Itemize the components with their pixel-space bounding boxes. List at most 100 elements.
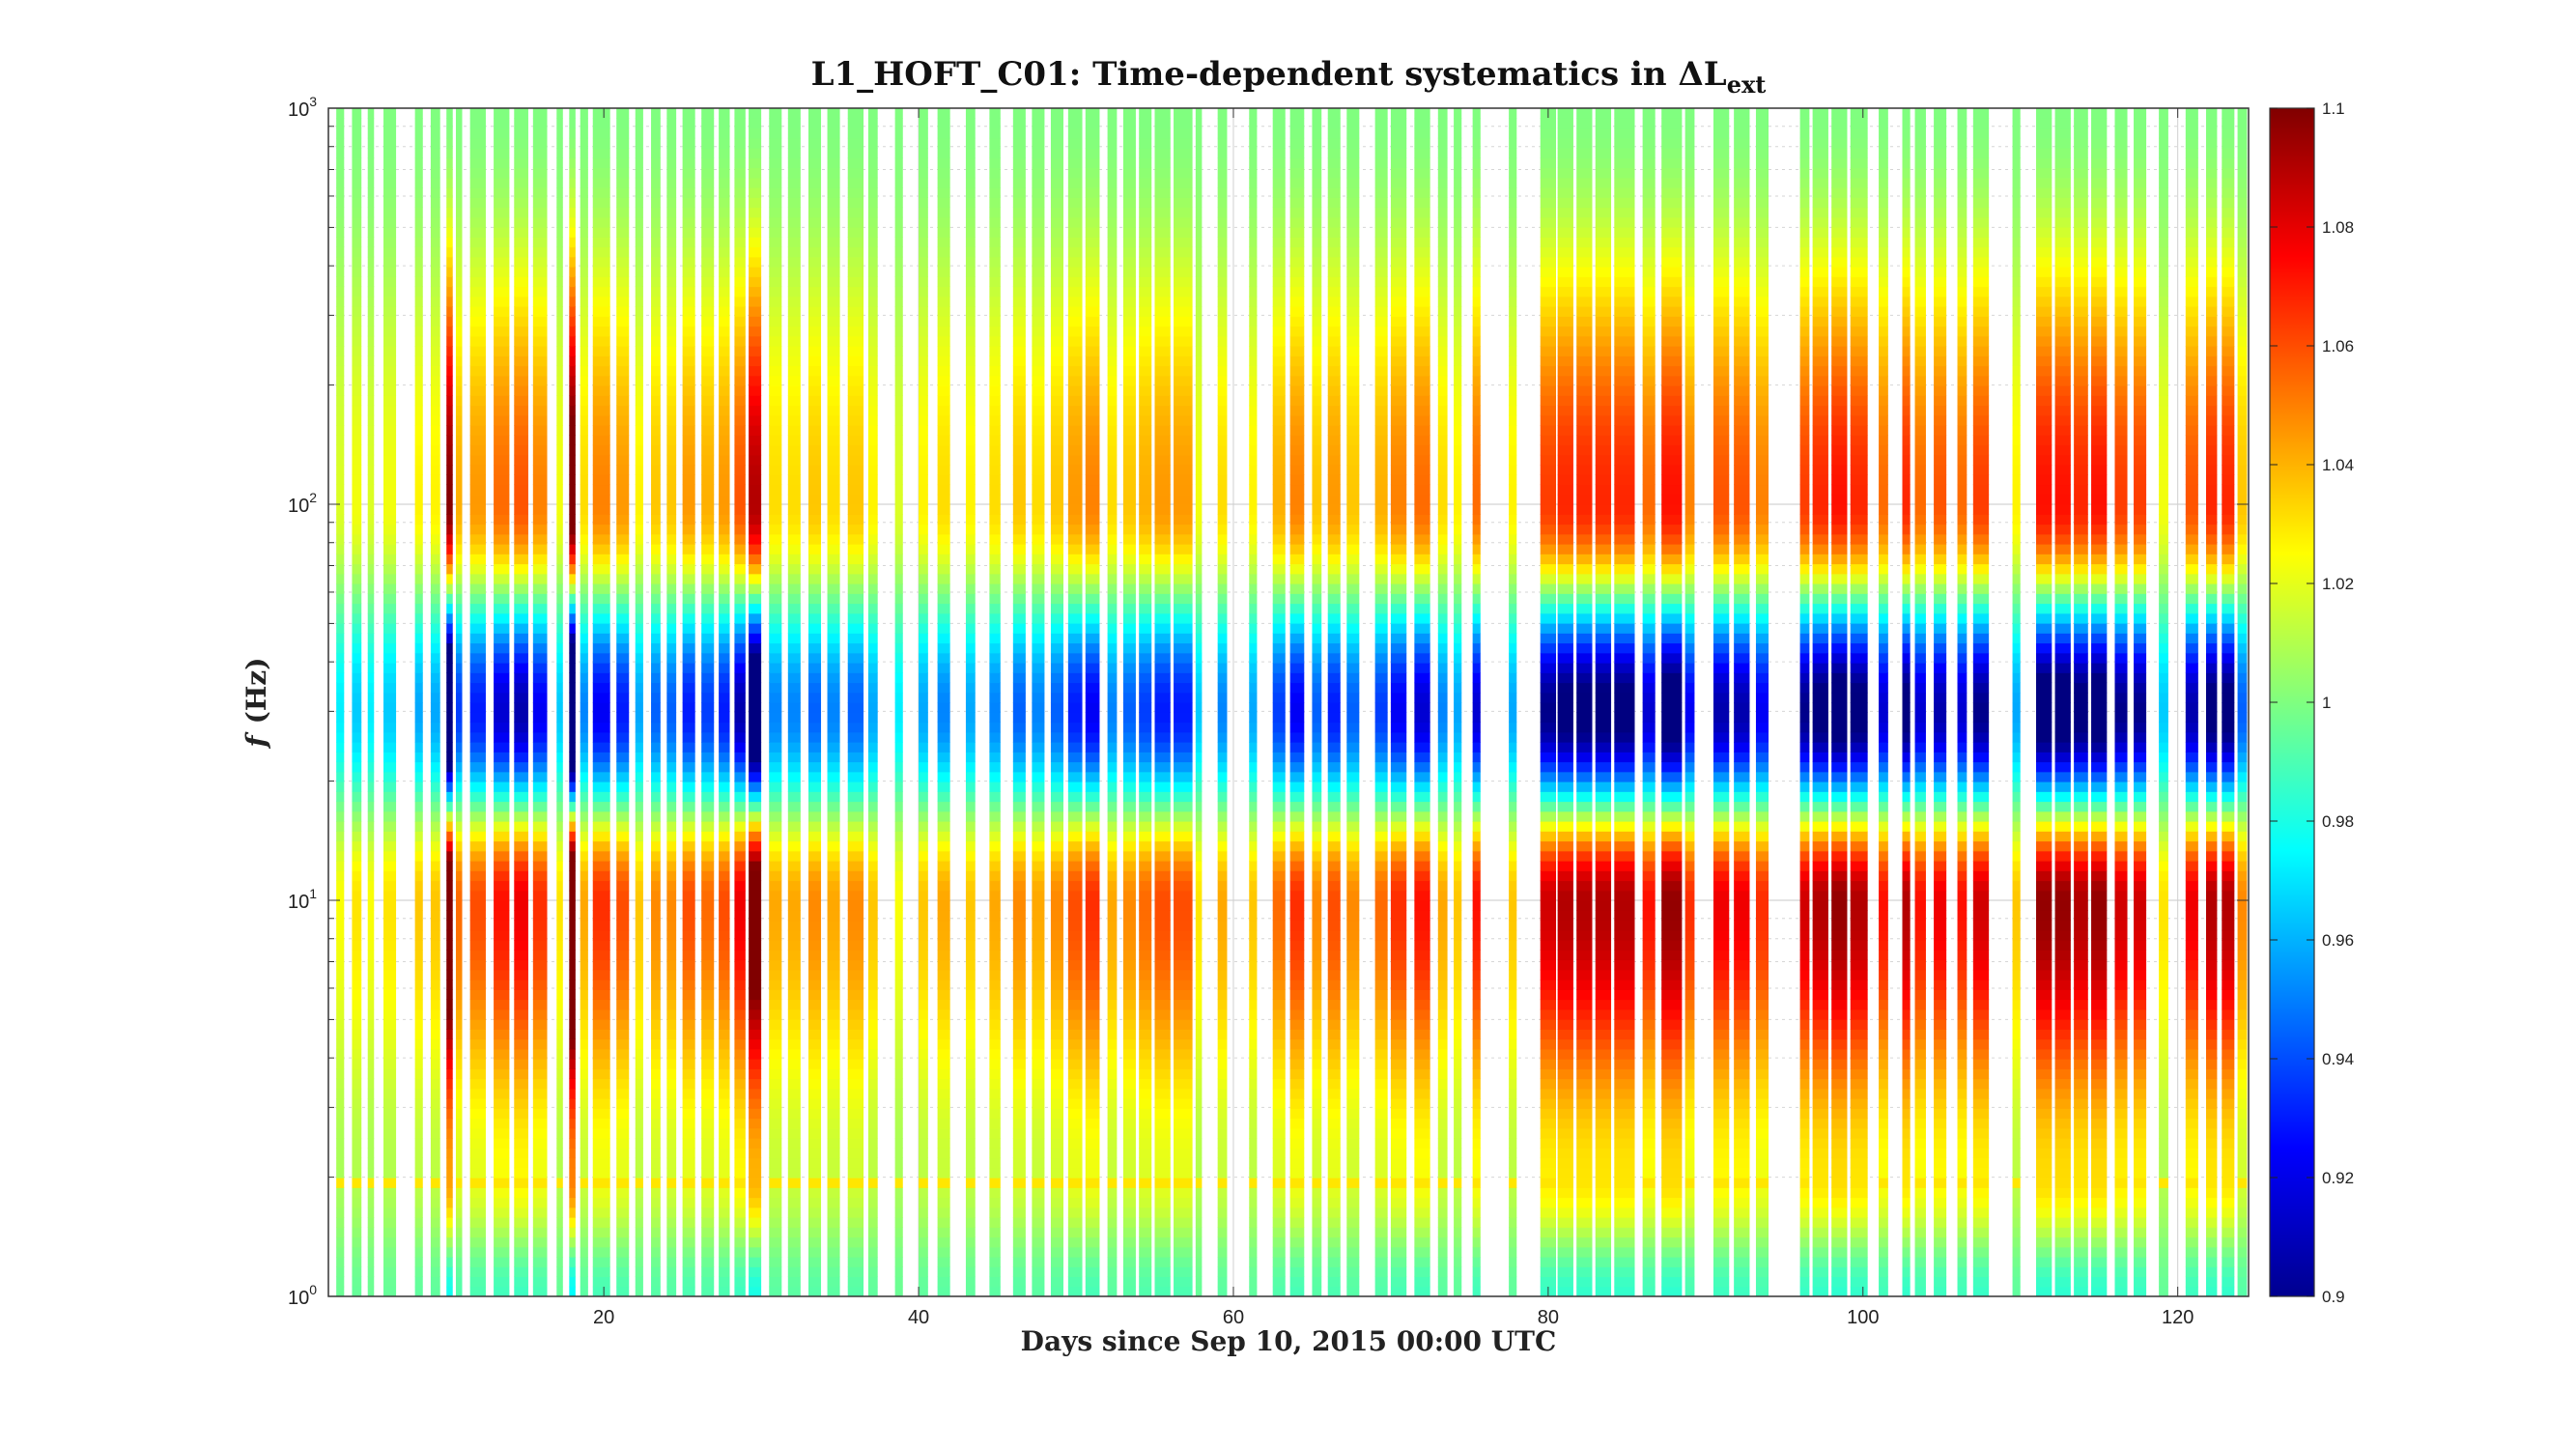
heatmap-cell bbox=[580, 1197, 588, 1208]
heatmap-cell bbox=[430, 326, 440, 337]
heatmap-cell bbox=[556, 1088, 563, 1099]
heatmap-cell bbox=[494, 1157, 510, 1169]
heatmap-cell bbox=[682, 880, 695, 892]
heatmap-cell bbox=[651, 761, 661, 773]
heatmap-cell bbox=[666, 1197, 677, 1208]
heatmap-cell bbox=[336, 256, 345, 268]
heatmap-cell bbox=[1050, 227, 1063, 238]
heatmap-cell bbox=[827, 524, 840, 535]
heatmap-cell bbox=[1012, 276, 1026, 288]
heatmap-cell bbox=[651, 395, 661, 407]
heatmap-cell bbox=[827, 771, 840, 782]
heatmap-cell bbox=[455, 1246, 463, 1258]
heatmap-cell bbox=[1032, 1276, 1045, 1288]
heatmap-cell bbox=[701, 623, 715, 634]
heatmap-cell bbox=[635, 870, 643, 882]
heatmap-cell bbox=[749, 227, 762, 238]
heatmap-cell bbox=[430, 1038, 440, 1050]
heatmap-cell bbox=[430, 940, 440, 951]
heatmap-cell bbox=[827, 633, 840, 644]
heatmap-cell bbox=[367, 1257, 375, 1267]
heatmap-cell bbox=[383, 1009, 397, 1020]
heatmap-cell bbox=[446, 267, 453, 277]
heatmap-cell bbox=[469, 840, 486, 852]
heatmap-cell bbox=[580, 722, 588, 733]
heatmap-cell bbox=[336, 533, 345, 545]
heatmap-cell bbox=[455, 1236, 463, 1248]
heatmap-cell bbox=[827, 731, 840, 743]
heatmap-cell bbox=[446, 256, 453, 268]
heatmap-cell bbox=[469, 672, 486, 684]
heatmap-cell bbox=[827, 920, 840, 931]
heatmap-cell bbox=[989, 137, 1001, 149]
heatmap-cell bbox=[808, 969, 822, 980]
heatmap-cell bbox=[666, 316, 677, 327]
heatmap-cell bbox=[367, 950, 375, 961]
heatmap-cell bbox=[734, 326, 746, 337]
heatmap-cell bbox=[352, 959, 362, 971]
heatmap-cell bbox=[514, 731, 528, 743]
heatmap-cell bbox=[616, 682, 630, 694]
heatmap-cell bbox=[651, 940, 661, 951]
heatmap-cell bbox=[937, 118, 950, 129]
heatmap-cell bbox=[719, 1266, 730, 1278]
heatmap-cell bbox=[336, 563, 345, 575]
heatmap-cell bbox=[430, 642, 440, 654]
heatmap-cell bbox=[1067, 959, 1083, 971]
heatmap-cell bbox=[532, 603, 548, 614]
heatmap-cell bbox=[1085, 157, 1100, 169]
heatmap-cell bbox=[383, 989, 397, 1001]
heatmap-cell bbox=[446, 980, 453, 990]
heatmap-cell bbox=[1012, 306, 1026, 317]
heatmap-cell bbox=[808, 1236, 822, 1248]
heatmap-cell bbox=[734, 216, 746, 228]
heatmap-cell bbox=[1050, 761, 1063, 773]
heatmap-cell bbox=[701, 148, 715, 158]
heatmap-cell bbox=[719, 791, 730, 803]
heatmap-cell bbox=[494, 712, 510, 724]
heatmap-cell bbox=[769, 187, 782, 198]
heatmap-cell bbox=[1032, 1257, 1045, 1267]
heatmap-cell bbox=[635, 969, 643, 980]
heatmap-cell bbox=[383, 1187, 397, 1199]
data-segment bbox=[894, 108, 903, 1296]
heatmap-cell bbox=[455, 316, 463, 327]
heatmap-cell bbox=[616, 821, 630, 832]
heatmap-cell bbox=[847, 395, 864, 407]
heatmap-cell bbox=[734, 910, 746, 922]
heatmap-cell bbox=[414, 761, 423, 773]
heatmap-cell bbox=[1032, 692, 1045, 703]
heatmap-cell bbox=[469, 1286, 486, 1296]
heatmap-cell bbox=[635, 1197, 643, 1208]
heatmap-cell bbox=[847, 742, 864, 753]
heatmap-cell bbox=[514, 831, 528, 842]
data-segment bbox=[808, 108, 822, 1296]
heatmap-cell bbox=[469, 652, 486, 664]
heatmap-cell bbox=[569, 207, 576, 218]
heatmap-cell bbox=[651, 652, 661, 664]
heatmap-cell bbox=[808, 148, 822, 158]
heatmap-cell bbox=[1032, 731, 1045, 743]
heatmap-cell bbox=[651, 1138, 661, 1149]
heatmap-cell bbox=[847, 148, 864, 158]
heatmap-cell bbox=[651, 969, 661, 980]
heatmap-cell bbox=[1032, 940, 1045, 951]
heatmap-cell bbox=[787, 1227, 801, 1238]
heatmap-cell bbox=[367, 663, 375, 673]
heatmap-cell bbox=[414, 801, 423, 812]
heatmap-cell bbox=[894, 1157, 903, 1169]
heatmap-cell bbox=[989, 544, 1001, 554]
heatmap-cell bbox=[616, 1038, 630, 1050]
heatmap-cell bbox=[787, 870, 801, 882]
heatmap-cell bbox=[532, 365, 548, 377]
heatmap-cell bbox=[635, 663, 643, 673]
heatmap-cell bbox=[569, 494, 576, 505]
heatmap-cell bbox=[919, 612, 928, 624]
heatmap-cell bbox=[769, 583, 782, 594]
heatmap-cell bbox=[569, 1009, 576, 1020]
heatmap-cell bbox=[827, 652, 840, 664]
heatmap-cell bbox=[1012, 504, 1026, 515]
heatmap-cell bbox=[1067, 1236, 1083, 1248]
heatmap-cell bbox=[989, 821, 1001, 832]
heatmap-cell bbox=[616, 316, 630, 327]
